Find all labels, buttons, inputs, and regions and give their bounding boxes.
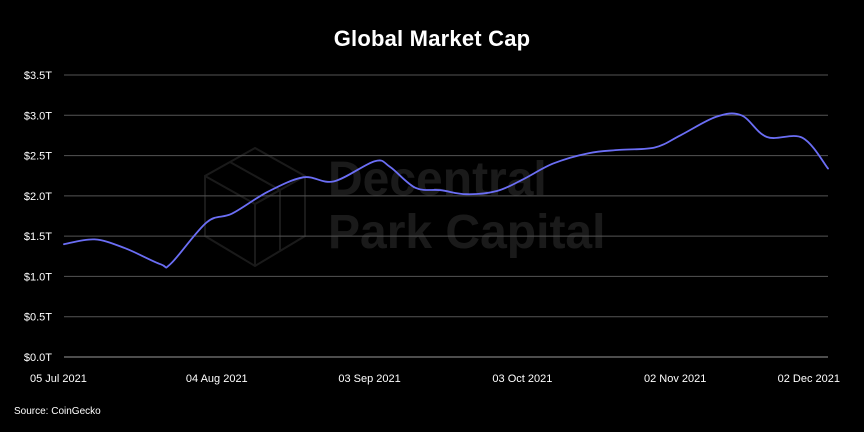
y-axis: $0.0T $0.5T $1.0T $1.5T $2.0T $2.5T $3.0T $3.5T bbox=[24, 70, 52, 364]
x-tick-label: 03 Oct 2021 bbox=[492, 373, 552, 385]
y-tick-label: $0.5T bbox=[24, 312, 52, 324]
grid bbox=[64, 74, 828, 358]
y-tick-label: $2.0T bbox=[24, 191, 52, 203]
watermark-logo-icon bbox=[204, 146, 306, 268]
chart-title: Global Market Cap bbox=[333, 26, 531, 51]
y-tick-label: $3.0T bbox=[24, 110, 52, 122]
y-tick-label: $1.0T bbox=[24, 271, 52, 283]
y-tick-label: $0.0T bbox=[24, 352, 52, 364]
watermark-line-1: Decentral bbox=[328, 153, 547, 206]
watermark-line-2: Park Capital bbox=[328, 206, 605, 259]
y-tick-label: $3.5T bbox=[24, 70, 52, 82]
x-tick-label: 04 Aug 2021 bbox=[186, 373, 248, 385]
watermark: Decentral Park Capital bbox=[204, 146, 605, 268]
y-tick-label: $1.5T bbox=[24, 231, 52, 243]
x-tick-label: 02 Dec 2021 bbox=[778, 373, 840, 385]
x-tick-label: 03 Sep 2021 bbox=[338, 373, 400, 385]
x-tick-label: 05 Jul 2021 bbox=[30, 373, 87, 385]
x-axis: 05 Jul 2021 04 Aug 2021 03 Sep 2021 03 Oct … bbox=[30, 373, 840, 385]
y-tick-label: $2.5T bbox=[24, 151, 52, 163]
source-note: Source: CoinGecko bbox=[14, 406, 101, 417]
series-line-market-cap bbox=[63, 112, 829, 269]
x-tick-label: 02 Nov 2021 bbox=[644, 373, 706, 385]
